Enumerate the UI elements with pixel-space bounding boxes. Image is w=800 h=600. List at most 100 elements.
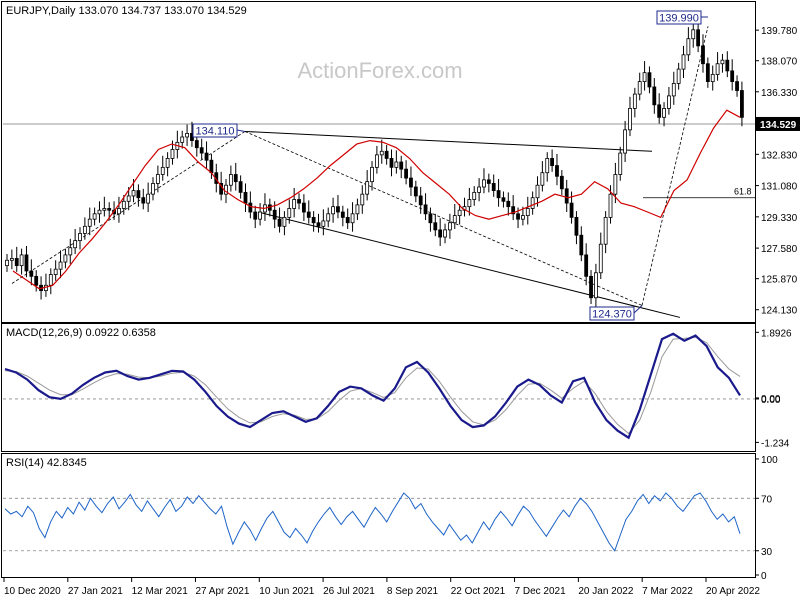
x-tick-label: 27 Jan 2021 — [68, 586, 123, 597]
candle-body — [740, 90, 744, 118]
candle-body — [282, 216, 287, 227]
price-y-axis: 139.780 138.070 136.330 134.529 132.830 131.0… — [755, 26, 800, 317]
candle-body — [516, 213, 520, 220]
candle-body — [730, 70, 735, 83]
candle-body — [121, 200, 126, 209]
x-tick-label: 10 Dec 2020 — [4, 586, 61, 597]
candle-body — [389, 158, 394, 168]
y-tick-label: 100 — [761, 455, 778, 466]
candle-body — [258, 211, 262, 220]
candle-body — [404, 168, 408, 179]
x-tick-label: 22 Oct 2021 — [451, 586, 506, 597]
candle-body — [735, 81, 739, 91]
candle-body — [248, 202, 253, 213]
annotation-box — [589, 306, 635, 321]
candle-body — [9, 258, 14, 261]
lower-trend-line — [257, 211, 681, 318]
candle-body — [564, 188, 569, 204]
candle-body — [545, 158, 550, 174]
candle-body — [82, 225, 87, 234]
candle-body — [19, 254, 24, 267]
candle-body — [117, 208, 121, 215]
candle-body — [433, 222, 438, 231]
candle-body — [204, 152, 209, 161]
rsi-panel-frame — [1, 453, 756, 578]
rsi-series — [3, 492, 755, 552]
rsi-panel-title: RSI(14) 42.8345 — [6, 457, 87, 469]
candle-body — [662, 108, 666, 118]
candle-body — [628, 108, 632, 131]
candle-body — [58, 261, 63, 270]
y-tick-label: 0 — [761, 571, 767, 582]
candle-body — [151, 183, 155, 195]
price-panel-frame — [1, 1, 756, 323]
candle-body — [238, 181, 243, 193]
candle-body — [569, 202, 574, 218]
candle-body — [374, 154, 379, 168]
candle-body — [92, 213, 97, 220]
candle-body — [326, 213, 331, 222]
candle-body — [107, 208, 112, 211]
candle-body — [350, 213, 355, 224]
candle-body — [34, 275, 39, 286]
candle-body — [311, 216, 316, 224]
candle-body — [598, 243, 603, 274]
candle-body — [384, 150, 389, 159]
annotation-label: 139.990 — [659, 13, 699, 25]
x-axis: 10 Dec 2020 27 Jan 2021 12 Mar 2021 27 Apr … — [3, 578, 760, 597]
candle-body — [467, 199, 472, 208]
dashed-fall-line — [244, 131, 643, 306]
annotation-connector — [633, 305, 643, 314]
candle-body — [399, 161, 404, 170]
candle-body — [379, 150, 384, 156]
macd-series — [3, 332, 755, 440]
y-tick-label: 138.070 — [761, 57, 798, 68]
candle-body — [501, 197, 506, 202]
candle-body — [438, 229, 443, 238]
y-tick-label: 70 — [761, 494, 773, 505]
candle-body — [589, 275, 593, 299]
candle-body — [340, 211, 345, 218]
x-tick-label: 20 Apr 2022 — [706, 586, 760, 597]
candle-body — [73, 240, 78, 249]
candle-body — [136, 190, 141, 199]
x-tick-label: 27 Apr 2021 — [195, 586, 249, 597]
trend-lines — [11, 26, 755, 318]
candle-body — [618, 152, 623, 175]
candle-body — [447, 222, 452, 231]
candle-body — [550, 158, 555, 166]
candle-body — [574, 216, 579, 236]
candle-body — [413, 186, 418, 197]
annotation-connector — [236, 129, 246, 132]
candle-body — [301, 202, 306, 213]
candle-body — [126, 195, 131, 202]
y-tick-label: 0.00 — [761, 394, 781, 405]
x-tick-label: 26 Jul 2021 — [323, 586, 375, 597]
x-tick-label: 7 Mar 2022 — [642, 586, 693, 597]
candle-body — [632, 93, 637, 109]
frame — [1, 1, 756, 578]
candle-body — [253, 211, 258, 220]
rsi-line — [4, 492, 741, 552]
y-tick-label: 136.330 — [761, 88, 798, 99]
candle-body — [579, 234, 584, 256]
candle-body — [170, 149, 175, 159]
x-tick-label: 7 Dec 2021 — [515, 586, 567, 597]
candle-body — [87, 218, 92, 227]
current-price-box — [756, 116, 800, 131]
candle-body — [131, 190, 136, 197]
candle-body — [428, 213, 433, 224]
price-annotations: 139.990 134.110 124.370 61.8 — [192, 10, 752, 321]
candle-body — [409, 177, 413, 188]
candle-body — [725, 59, 730, 72]
candle-body — [603, 216, 608, 245]
candle-body — [696, 29, 701, 47]
candle-body — [53, 268, 58, 275]
candle-body — [676, 68, 681, 84]
candle-body — [613, 174, 618, 195]
candle-body — [228, 174, 233, 186]
macd-signal-line — [4, 336, 741, 435]
candle-body — [482, 179, 486, 188]
candle-body — [647, 72, 652, 88]
candle-body — [681, 54, 686, 70]
